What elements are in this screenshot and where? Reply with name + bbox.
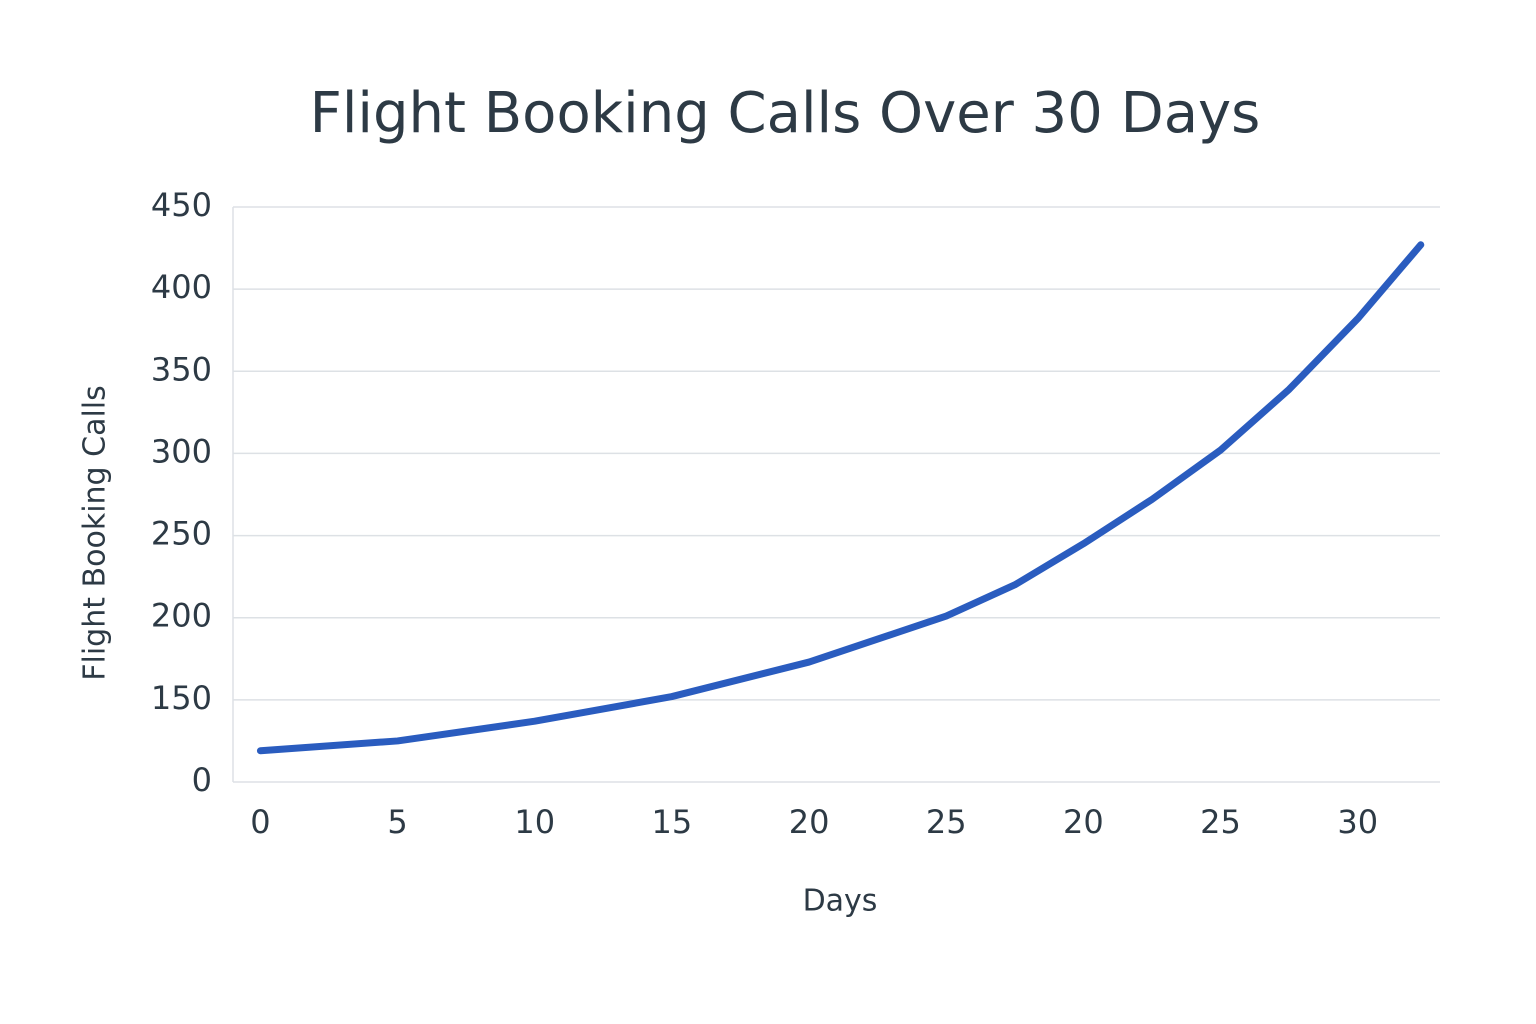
x-tick-label: 15	[652, 803, 693, 841]
x-axis-label: Days	[803, 884, 878, 919]
y-tick-label: 400	[151, 268, 212, 306]
x-tick-label: 25	[926, 803, 967, 841]
data-line	[256, 241, 1425, 755]
x-tick-label: 20	[1063, 803, 1104, 841]
y-tick-label: 350	[151, 350, 212, 388]
y-tick-label: 450	[151, 186, 212, 224]
x-tick-label: 5	[387, 803, 407, 841]
y-tick-label: 0	[192, 761, 212, 799]
y-tick-label: 150	[151, 679, 212, 717]
x-tick-label: 25	[1200, 803, 1241, 841]
x-tick-label: 30	[1337, 803, 1378, 841]
x-tick-label: 10	[514, 803, 555, 841]
x-tick-label: 0	[250, 803, 270, 841]
x-tick-label: 20	[789, 803, 830, 841]
y-axis-label: Flight Booking Calls	[78, 385, 113, 681]
y-tick-label: 250	[151, 515, 212, 553]
chart-title: Flight Booking Calls Over 30 Days	[310, 81, 1261, 146]
y-tick-label: 200	[151, 597, 212, 635]
y-tick-label: 300	[151, 432, 212, 470]
